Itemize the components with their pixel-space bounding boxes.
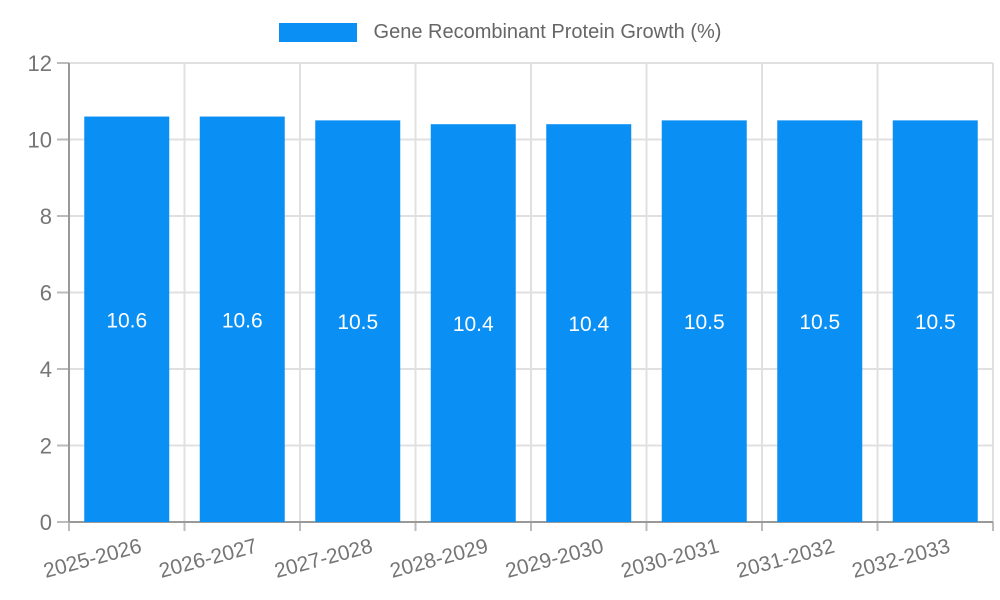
bar[interactable] xyxy=(199,116,285,523)
bar[interactable] xyxy=(84,116,170,523)
bar[interactable] xyxy=(430,124,516,522)
x-tick-label: 2030-2031 xyxy=(619,535,722,583)
legend-swatch[interactable] xyxy=(278,22,357,42)
bar-value-label: 10.6 xyxy=(222,309,263,332)
y-tick-label: 12 xyxy=(28,51,52,76)
x-tick-label: 2027-2028 xyxy=(272,535,375,583)
bar-value-label: 10.5 xyxy=(337,311,378,334)
x-tick-label: 2028-2029 xyxy=(388,535,491,583)
bar-value-label: 10.4 xyxy=(453,313,494,336)
y-tick-label: 2 xyxy=(40,434,52,459)
y-tick-label: 8 xyxy=(40,204,52,229)
bar[interactable] xyxy=(546,124,632,522)
bar[interactable] xyxy=(661,120,747,522)
legend-label: Gene Recombinant Protein Growth (%) xyxy=(373,20,722,43)
bar[interactable] xyxy=(892,120,978,522)
bar-value-label: 10.5 xyxy=(915,311,956,334)
bar-value-label: 10.5 xyxy=(799,311,840,334)
bar[interactable] xyxy=(777,120,863,522)
bar-value-label: 10.5 xyxy=(684,311,725,334)
y-tick-label: 10 xyxy=(28,128,52,153)
x-tick-label: 2032-2033 xyxy=(850,535,953,583)
x-tick-label: 2029-2030 xyxy=(503,535,606,583)
x-tick-label: 2026-2027 xyxy=(157,535,260,583)
y-tick-label: 6 xyxy=(40,281,52,306)
y-tick-label: 4 xyxy=(40,357,52,382)
bar-value-label: 10.4 xyxy=(568,313,609,336)
bar-value-label: 10.6 xyxy=(106,309,147,332)
x-tick-label: 2031-2032 xyxy=(734,535,837,583)
x-tick-label: 2025-2026 xyxy=(41,535,144,583)
y-tick-label: 0 xyxy=(40,510,52,535)
legend[interactable]: Gene Recombinant Protein Growth (%) xyxy=(0,20,1000,44)
bar[interactable] xyxy=(315,120,401,522)
